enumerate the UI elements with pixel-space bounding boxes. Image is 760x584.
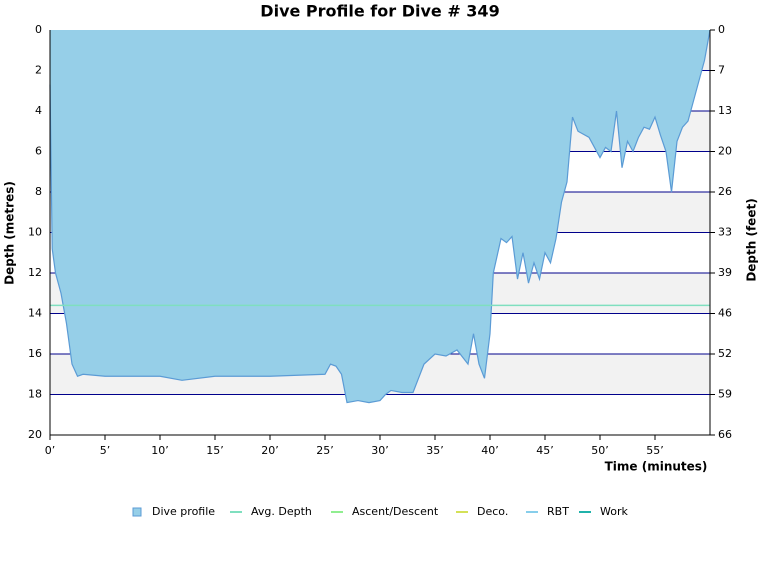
x-tick-label: 10’: [151, 444, 169, 457]
y2-tick-label: 7: [718, 64, 725, 77]
x-tick-label: 25’: [316, 444, 334, 457]
x-tick-label: 45’: [536, 444, 554, 457]
y-tick-label: 14: [28, 307, 42, 320]
y2-tick-label: 20: [718, 144, 732, 157]
legend-label: RBT: [547, 505, 569, 518]
y-tick-label: 8: [35, 185, 42, 198]
legend-label: Ascent/Descent: [352, 505, 439, 518]
y-tick-label: 10: [28, 226, 42, 239]
x-tick-label: 35’: [426, 444, 444, 457]
y2-tick-label: 66: [718, 428, 732, 441]
y2-tick-label: 13: [718, 104, 732, 117]
x-tick-label: 55’: [646, 444, 664, 457]
x-tick-label: 15’: [206, 444, 224, 457]
x-tick-label: 50’: [591, 444, 609, 457]
y-tick-label: 2: [35, 64, 42, 77]
y-axis-title: Depth (metres): [3, 181, 17, 285]
y-tick-label: 4: [35, 104, 42, 117]
legend-label: Avg. Depth: [251, 505, 312, 518]
y-tick-label: 18: [28, 388, 42, 401]
legend-swatch: [132, 507, 142, 517]
y-tick-label: 0: [35, 23, 42, 36]
y-tick-label: 20: [28, 428, 42, 441]
profile-line: [49, 29, 711, 404]
x-tick-label: 20’: [261, 444, 279, 457]
profile-area: [50, 30, 710, 403]
legend-label: Work: [600, 505, 628, 518]
legend-label: Deco.: [477, 505, 508, 518]
x-axis-title: Time (minutes): [605, 460, 708, 474]
y2-tick-label: 26: [718, 185, 732, 198]
x-tick-label: 0’: [45, 444, 56, 457]
y2-tick-label: 39: [718, 266, 732, 279]
y2-axis-title: Depth (feet): [745, 198, 759, 281]
y2-tick-label: 33: [718, 225, 732, 238]
x-tick-label: 30’: [371, 444, 389, 457]
y2-tick-label: 0: [718, 23, 725, 36]
x-tick-label: 5’: [100, 444, 111, 457]
y-tick-label: 16: [28, 347, 42, 360]
chart-title: Dive Profile for Dive # 349: [260, 2, 499, 21]
legend-label: Dive profile: [152, 505, 215, 518]
y2-tick-label: 59: [718, 387, 732, 400]
y2-tick-label: 52: [718, 347, 732, 360]
y-tick-label: 12: [28, 266, 42, 279]
y-tick-label: 6: [35, 145, 42, 158]
x-tick-label: 40’: [481, 444, 499, 457]
y2-tick-label: 46: [718, 307, 732, 320]
